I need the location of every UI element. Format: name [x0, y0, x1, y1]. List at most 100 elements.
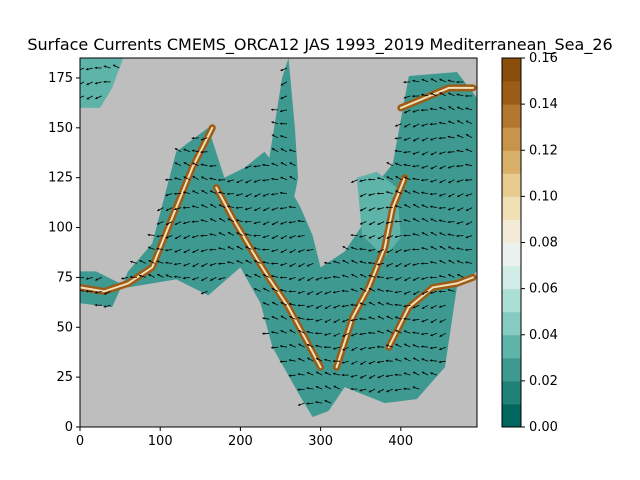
current-arrowhead — [165, 261, 168, 265]
current-arrowhead — [421, 371, 425, 374]
current-arrowhead — [174, 236, 178, 239]
current-arrowhead — [254, 260, 257, 263]
current-arrowhead — [465, 178, 468, 182]
current-arrowhead — [271, 316, 275, 319]
current-arrowhead — [342, 320, 345, 323]
current-arrowhead — [439, 78, 442, 82]
current-arrowhead — [201, 190, 204, 193]
current-arrowhead — [298, 358, 301, 361]
current-arrowhead — [386, 302, 389, 305]
current-arrowhead — [315, 401, 318, 404]
current-arrowhead — [394, 303, 397, 307]
current-arrowhead — [289, 344, 292, 347]
current-arrowhead — [192, 190, 195, 193]
current-arrowhead — [192, 162, 195, 165]
y-tick-label: 150 — [48, 121, 73, 136]
current-arrowhead — [288, 359, 292, 362]
current-arrowhead — [404, 264, 407, 267]
current-arrowhead — [386, 344, 389, 347]
current-arrowhead — [209, 263, 213, 267]
current-arrowhead — [412, 331, 415, 334]
current-arrowhead — [271, 177, 274, 181]
current-arrowhead — [439, 180, 442, 184]
current-arrowhead — [288, 221, 292, 224]
current-arrowhead — [227, 218, 231, 221]
current-arrowhead — [430, 107, 433, 111]
current-arrowhead — [386, 236, 389, 239]
current-arrowhead — [236, 180, 240, 183]
current-arrowhead — [253, 221, 257, 225]
current-arrowhead — [165, 274, 169, 277]
current-arrowhead — [201, 204, 204, 207]
current-arrowhead — [219, 218, 222, 221]
current-arrowhead — [386, 250, 390, 253]
y-tick-label: 100 — [48, 221, 73, 236]
current-arrowhead — [121, 277, 124, 280]
current-arrowhead — [404, 176, 407, 179]
current-arrowhead — [341, 289, 344, 293]
current-arrowhead — [280, 148, 284, 151]
current-arrowhead — [271, 236, 275, 239]
current-arrowhead — [377, 236, 381, 239]
current-arrowhead — [465, 107, 468, 110]
current-arrowhead — [413, 292, 416, 295]
current-arrowhead — [333, 260, 336, 263]
current-arrowhead — [271, 346, 274, 349]
current-arrowhead — [245, 260, 248, 263]
current-arrowhead — [209, 177, 212, 180]
current-arrowhead — [103, 80, 106, 84]
current-arrowhead — [456, 234, 459, 238]
current-arrowhead — [148, 274, 151, 277]
current-arrowhead — [447, 166, 451, 169]
current-arrowhead — [253, 180, 257, 183]
current-arrowhead — [113, 64, 116, 67]
current-arrowhead — [448, 194, 451, 197]
current-arrowhead — [262, 179, 265, 182]
plot-frame — [79, 57, 478, 428]
current-arrowhead — [280, 83, 284, 86]
current-arrowhead — [271, 162, 274, 166]
current-arrowhead — [262, 261, 265, 264]
current-arrowhead — [262, 302, 266, 305]
current-arrowhead — [86, 67, 89, 71]
current-arrowhead — [174, 275, 177, 278]
current-arrowhead — [183, 264, 186, 267]
current-arrowhead — [377, 375, 380, 379]
current-arrowhead — [174, 148, 178, 151]
current-arrowhead — [368, 208, 372, 211]
current-arrowhead — [218, 178, 221, 182]
current-arrowhead — [280, 191, 283, 195]
current-arrowhead — [385, 359, 388, 363]
current-arrowhead — [306, 305, 310, 308]
colorbar-segment — [502, 196, 521, 220]
current-arrowhead — [430, 346, 433, 350]
current-arrowhead — [236, 193, 239, 197]
current-arrowhead — [360, 288, 363, 291]
colorbar-segment — [502, 357, 521, 382]
current-arrowhead — [156, 260, 160, 263]
colorbar: 0.00 0.02 0.04 0.06 0.08 0.10 0.12 0.14 0.16 — [501, 51, 558, 435]
current-arrowhead — [430, 261, 433, 264]
current-arrowhead — [324, 385, 328, 388]
current-arrowhead — [377, 345, 380, 349]
current-arrowhead — [200, 249, 204, 253]
current-arrowhead — [466, 208, 469, 211]
current-arrowhead — [315, 319, 318, 322]
current-arrowhead — [456, 180, 460, 183]
current-arrowhead — [183, 176, 186, 179]
current-arrowhead — [297, 219, 300, 223]
current-arrowhead — [332, 275, 336, 279]
current-arrowhead — [421, 218, 425, 221]
current-arrowhead — [280, 263, 283, 267]
current-arrowhead — [333, 320, 337, 323]
current-arrowhead — [324, 276, 327, 280]
current-arrowhead — [218, 277, 221, 281]
current-arrowhead — [395, 162, 398, 166]
current-arrowhead — [439, 305, 442, 308]
current-arrowhead — [456, 164, 459, 168]
current-arrowhead — [289, 264, 292, 267]
current-arrowhead — [351, 348, 354, 351]
current-arrowhead — [306, 264, 310, 267]
colorbar-segment — [502, 173, 521, 197]
current-arrowhead — [342, 274, 345, 277]
